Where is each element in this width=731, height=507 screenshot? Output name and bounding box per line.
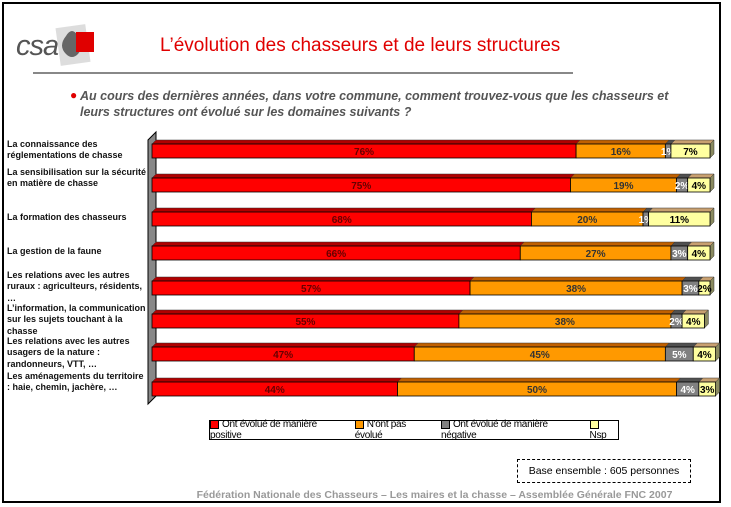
legend-label: Ont évolué de manière positive	[210, 419, 317, 441]
bar-segment-top	[458, 309, 676, 315]
data-label: 75%	[351, 181, 371, 192]
legend-item: Ont évolué de manière positive	[210, 419, 349, 441]
data-label: 1%	[639, 215, 654, 226]
data-label: 38%	[555, 317, 575, 328]
data-label: 3%	[672, 249, 687, 260]
bar-segment-top	[575, 139, 670, 145]
base-note: Base ensemble : 605 personnes	[517, 459, 691, 483]
data-label: 4%	[686, 317, 701, 328]
bar-segment	[698, 280, 711, 296]
legend-item: N'ont pas évolué	[354, 419, 435, 441]
data-label: 3%	[700, 385, 715, 396]
category-label: La connaissance des réglementations de c…	[7, 138, 123, 161]
data-label: 4%	[680, 385, 695, 396]
data-label: 2%	[697, 284, 712, 295]
data-label: 4%	[697, 350, 712, 361]
category-label: Les aménagements du territoire : haie, c…	[7, 370, 144, 393]
data-label: 66%	[326, 249, 346, 260]
bar-segment-top	[681, 309, 710, 315]
legend-swatch	[210, 419, 219, 429]
data-label: 45%	[530, 350, 550, 361]
data-label: 76%	[354, 147, 374, 158]
bar-segment-top	[664, 342, 698, 348]
bar-segment-top	[519, 241, 676, 247]
question-text: Au cours des dernières années, dans votr…	[80, 89, 669, 119]
logo-text: csa	[16, 30, 59, 62]
bar-segment-top	[670, 139, 715, 145]
data-label: 3%	[683, 284, 698, 295]
bar-segment	[692, 346, 716, 362]
data-label: 1%	[661, 147, 676, 158]
data-label: 19%	[614, 181, 634, 192]
category-label: Les relations avec les autres usagers de…	[7, 335, 130, 369]
bar-segment-top	[687, 173, 715, 179]
page-title: L’évolution des chasseurs et de leurs st…	[160, 35, 561, 56]
bar-segment	[698, 381, 716, 397]
category-label: La formation des chasseurs	[7, 212, 127, 223]
chart-legend: Ont évolué de manière positive N'ont pas …	[209, 419, 619, 441]
data-label: 44%	[265, 385, 285, 396]
bar-segment	[648, 211, 711, 227]
data-label: 2%	[669, 317, 684, 328]
bar-segment	[687, 245, 711, 261]
legend-swatch	[589, 419, 599, 429]
data-label: 57%	[301, 284, 321, 295]
bar-segment-top	[151, 309, 464, 315]
data-label: 5%	[672, 350, 687, 361]
bar-segment-top	[469, 276, 687, 282]
data-label: 11%	[670, 215, 690, 226]
bar-segment-top	[396, 377, 682, 383]
bar-segment-top	[687, 241, 715, 247]
bar-segment-top	[530, 207, 648, 213]
category-label: La gestion de la faune	[7, 246, 102, 257]
legend-swatch	[440, 419, 450, 429]
category-label: L’information, la communication sur les …	[7, 302, 146, 336]
data-label: 38%	[566, 284, 586, 295]
bar-segment-top	[569, 173, 682, 179]
csa-logo	[55, 24, 94, 66]
data-label: 20%	[577, 215, 597, 226]
bar-segment-top	[151, 276, 475, 282]
data-label: 68%	[332, 215, 352, 226]
bar-segment	[687, 177, 711, 193]
legend-swatch	[354, 419, 364, 429]
data-label: 2%	[675, 181, 690, 192]
legend-label: N'ont pas évolué	[354, 419, 407, 441]
bar-segment-top	[151, 207, 537, 213]
bar-segment-top	[413, 342, 670, 348]
bar-segment	[670, 143, 711, 159]
bar-segment-top	[151, 377, 403, 383]
data-label: 16%	[611, 147, 631, 158]
legend-item: Ont évolué de manière négative	[440, 419, 584, 441]
data-label: 27%	[586, 249, 606, 260]
legend-item: Nsp	[589, 419, 618, 441]
data-label: 7%	[683, 147, 698, 158]
slide-frame	[2, 2, 721, 503]
bullet-icon: ●	[70, 88, 78, 102]
data-label: 50%	[527, 385, 547, 396]
category-label: Les relations avec les autres ruraux : a…	[7, 269, 143, 303]
data-label: 4%	[692, 249, 707, 260]
bar-segment-top	[692, 342, 721, 348]
bar-segment-top	[151, 241, 525, 247]
data-label: 4%	[692, 181, 707, 192]
bar-segment-top	[648, 207, 715, 213]
chart-wall	[147, 130, 157, 406]
bar-segment-top	[151, 139, 581, 145]
data-label: 55%	[295, 317, 315, 328]
title-underline	[33, 72, 573, 74]
bar-segment-top	[151, 173, 576, 179]
bar-segment	[681, 313, 705, 329]
data-label: 47%	[273, 350, 293, 361]
bar-segment-top	[151, 342, 419, 348]
bar-segment-top	[675, 377, 704, 383]
footer: Fédération Nationale des Chasseurs – Les…	[196, 489, 673, 501]
category-label: La sensibilisation sur la sécurité en ma…	[7, 166, 147, 189]
legend-label: Ont évolué de manière négative	[440, 419, 548, 441]
legend-label: Nsp	[589, 430, 607, 441]
